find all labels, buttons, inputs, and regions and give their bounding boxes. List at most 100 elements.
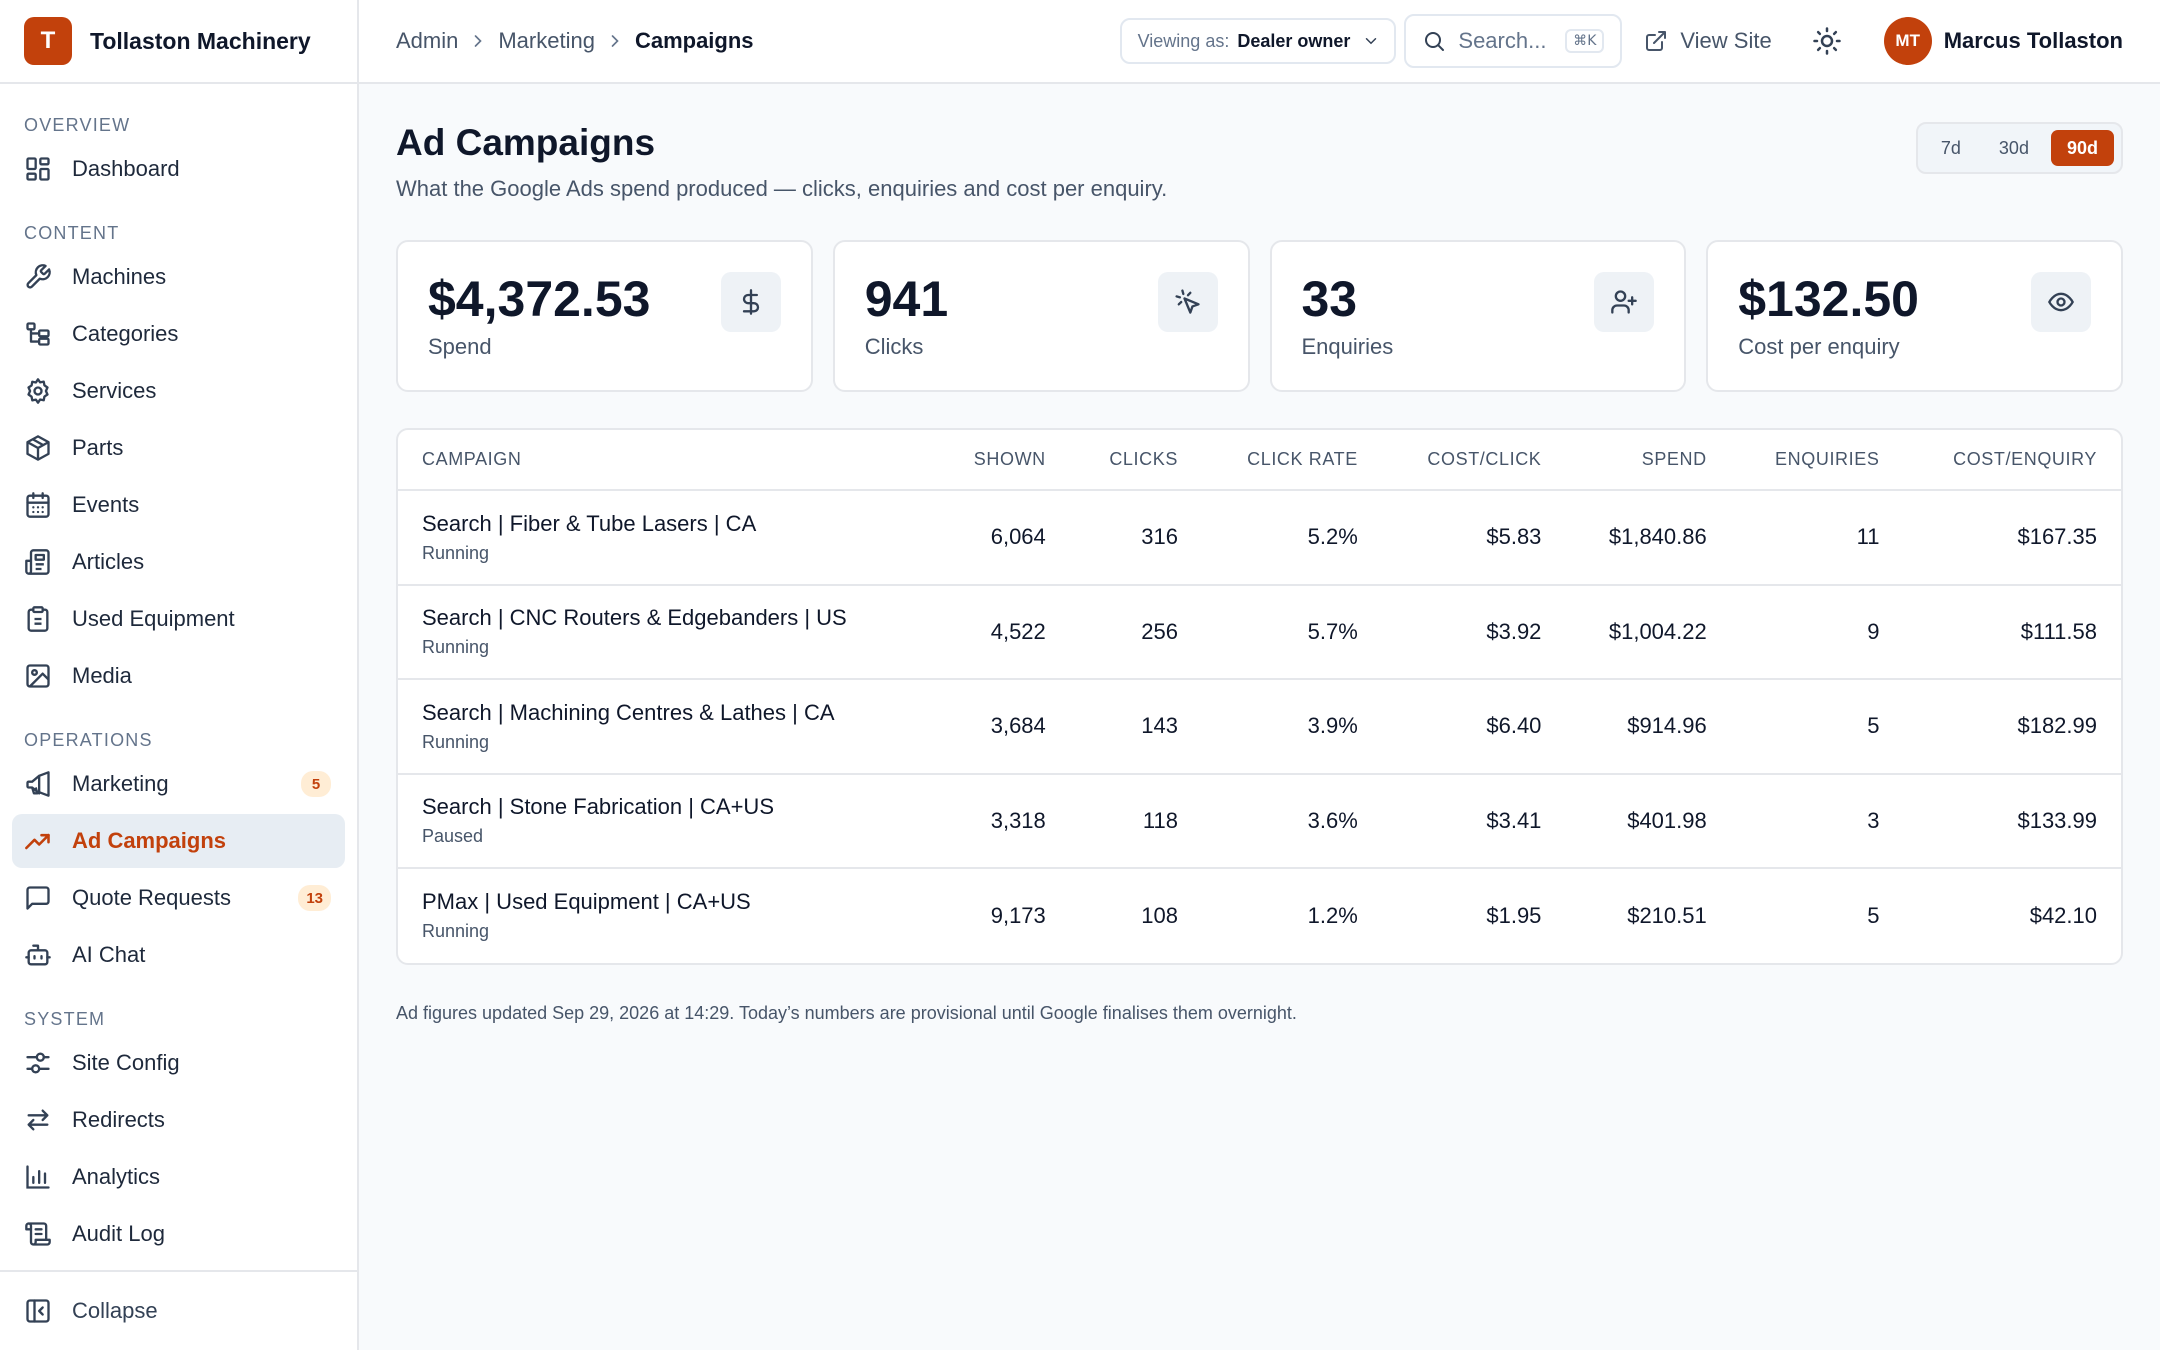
sidebar-item-used-equipment[interactable]: Used Equipment	[12, 592, 345, 646]
sidebar-item-label: Machines	[72, 264, 167, 289]
table-row[interactable]: Search | Stone Fabrication | CA+US Pause…	[398, 773, 2121, 869]
viewing-as-value: Dealer owner	[1237, 30, 1351, 51]
chevron-right-icon	[468, 31, 488, 51]
col-click-rate[interactable]: CLICK RATE	[1201, 430, 1382, 491]
sidebar-item-label: Articles	[72, 549, 145, 574]
pointer-click-icon	[1157, 272, 1218, 332]
image-icon	[24, 662, 52, 690]
external-link-icon	[1644, 29, 1668, 53]
sidebar-item-ai-chat[interactable]: AI Chat	[12, 928, 345, 982]
gear-icon	[24, 377, 52, 405]
sidebar-item-label: Quote Requests	[72, 885, 231, 910]
viewing-as-select[interactable]: Viewing as: Dealer owner	[1119, 18, 1397, 64]
sidebar-item-quote-requests[interactable]: Quote Requests 13	[12, 871, 345, 925]
collapse-sidebar-button[interactable]: Collapse	[0, 1270, 357, 1350]
clipboard-icon	[24, 605, 52, 633]
view-site-link[interactable]: View Site	[1644, 28, 1772, 54]
table-row[interactable]: PMax | Used Equipment | CA+US Running 9,…	[398, 868, 2121, 963]
campaign-status: Running	[422, 637, 490, 658]
campaign-name[interactable]: Search | Fiber & Tube Lasers | CA	[422, 510, 757, 536]
col-cost-per-click[interactable]: COST/CLICK	[1381, 430, 1566, 491]
cost-per-enquiry-cell: $42.10	[2029, 902, 2097, 928]
sliders-icon	[24, 1049, 52, 1077]
search-button[interactable]: Search... ⌘K	[1404, 14, 1623, 68]
enquiries-cell: 9	[1730, 584, 1904, 680]
campaign-cell: Search | Stone Fabrication | CA+US Pause…	[398, 773, 934, 869]
theme-toggle-sun-icon[interactable]	[1812, 26, 1842, 56]
sidebar-item-articles[interactable]: Articles	[12, 535, 345, 589]
stat-value: 941	[864, 271, 949, 327]
col-spend[interactable]: SPEND	[1565, 430, 1731, 491]
col-enquiries[interactable]: ENQUIRIES	[1730, 430, 1904, 491]
click-rate-cell: 5.7%	[1201, 584, 1382, 680]
shown-cell: 3,684	[933, 679, 1070, 775]
sidebar-item-events[interactable]: Events	[12, 478, 345, 532]
chevron-right-icon	[605, 31, 625, 51]
col-shown[interactable]: SHOWN	[933, 430, 1070, 491]
search-shortcut: ⌘K	[1565, 29, 1605, 53]
cost-per-enquiry-cell: $133.99	[1903, 773, 2121, 869]
sidebar-item-label: Analytics	[72, 1164, 161, 1189]
sidebar-item-audit-log[interactable]: Audit Log	[12, 1207, 345, 1261]
campaign-status: Running	[422, 921, 490, 942]
sidebar-item-site-config[interactable]: Site Config	[12, 1036, 345, 1090]
range-7d-button[interactable]: 7d	[1940, 137, 1961, 158]
campaign-cell: PMax | Used Equipment | CA+US Running	[398, 868, 934, 963]
topbar: Admin Marketing Campaigns Viewing as: De…	[359, 0, 2160, 84]
sidebar-item-redirects[interactable]: Redirects	[12, 1093, 345, 1147]
topbar-actions: Viewing as: Dealer owner Search... ⌘K Vi…	[1119, 14, 2123, 68]
stat-cards: $4,372.53 Spend 941 Clicks 33 Enquiries …	[396, 240, 2123, 392]
user-menu[interactable]: MT Marcus Tollaston	[1883, 17, 2123, 65]
col-campaign[interactable]: CAMPAIGN	[398, 430, 934, 491]
quote-requests-count-badge: 13	[298, 885, 331, 911]
campaign-name[interactable]: Search | CNC Routers & Edgebanders | US	[422, 605, 847, 631]
campaign-name[interactable]: PMax | Used Equipment | CA+US	[422, 889, 751, 915]
sidebar-item-ad-campaigns[interactable]: Ad Campaigns	[12, 814, 345, 868]
col-clicks[interactable]: CLICKS	[1069, 430, 1202, 491]
nav-section-operations: OPERATIONS	[24, 730, 153, 750]
range-90d-button[interactable]: 90d	[2050, 130, 2114, 166]
cost-per-click-cell: $6.40	[1381, 679, 1566, 775]
main-content: Ad Campaigns What the Google Ads spend p…	[396, 84, 2123, 1024]
cost-per-click-cell: $3.41	[1381, 773, 1566, 869]
enquiries-cell: 11	[1730, 490, 1904, 586]
range-30d-button[interactable]: 30d	[1998, 137, 2029, 158]
sidebar-item-machines[interactable]: Machines	[12, 250, 345, 304]
calendar-icon	[24, 491, 52, 519]
breadcrumb-marketing[interactable]: Marketing	[498, 28, 595, 53]
sidebar-item-label: Categories	[72, 321, 179, 346]
sidebar-item-media[interactable]: Media	[12, 649, 345, 703]
sidebar-item-dashboard[interactable]: Dashboard	[12, 142, 345, 196]
package-icon	[24, 434, 52, 462]
viewing-as-label: Viewing as:	[1137, 30, 1230, 51]
wrench-icon	[24, 263, 52, 291]
click-rate-cell: 3.6%	[1201, 773, 1382, 869]
breadcrumb-admin[interactable]: Admin	[396, 28, 459, 53]
clicks-cell: 118	[1069, 773, 1202, 869]
dollar-icon	[720, 272, 781, 332]
table-row[interactable]: Search | Machining Centres & Lathes | CA…	[398, 679, 2121, 775]
table-row[interactable]: Search | Fiber & Tube Lasers | CA Runnin…	[398, 490, 2121, 586]
sidebar-item-categories[interactable]: Categories	[12, 307, 345, 361]
cost-per-enquiry-cell: $182.99	[1903, 679, 2121, 775]
dashboard-icon	[24, 155, 52, 183]
cost-per-click-cell: $1.95	[1486, 902, 1542, 928]
sidebar-item-analytics[interactable]: Analytics	[12, 1150, 345, 1204]
table-row[interactable]: Search | CNC Routers & Edgebanders | US …	[398, 584, 2121, 680]
sidebar-item-services[interactable]: Services	[12, 364, 345, 418]
campaign-cell: Search | CNC Routers & Edgebanders | US …	[398, 584, 934, 680]
bot-icon	[24, 941, 52, 969]
brand[interactable]: T Tollaston Machinery	[0, 0, 357, 84]
cost-per-enquiry-cell: $167.35	[1903, 490, 2121, 586]
sidebar-item-marketing[interactable]: Marketing 5	[12, 757, 345, 811]
campaign-name[interactable]: Search | Stone Fabrication | CA+US	[422, 794, 774, 820]
sidebar-item-label: Redirects	[72, 1107, 165, 1132]
cost-per-enquiry-cell: $111.58	[1903, 584, 2121, 680]
newspaper-icon	[24, 548, 52, 576]
col-cost-per-enquiry[interactable]: COST/ENQUIRY	[1903, 430, 2121, 491]
campaign-name[interactable]: Search | Machining Centres & Lathes | CA	[422, 699, 835, 725]
sidebar-item-label: Ad Campaigns	[72, 828, 227, 853]
sidebar-item-parts[interactable]: Parts	[12, 421, 345, 475]
sidebar-item-label: Media	[72, 663, 132, 688]
clicks-cell: 256	[1069, 584, 1202, 680]
